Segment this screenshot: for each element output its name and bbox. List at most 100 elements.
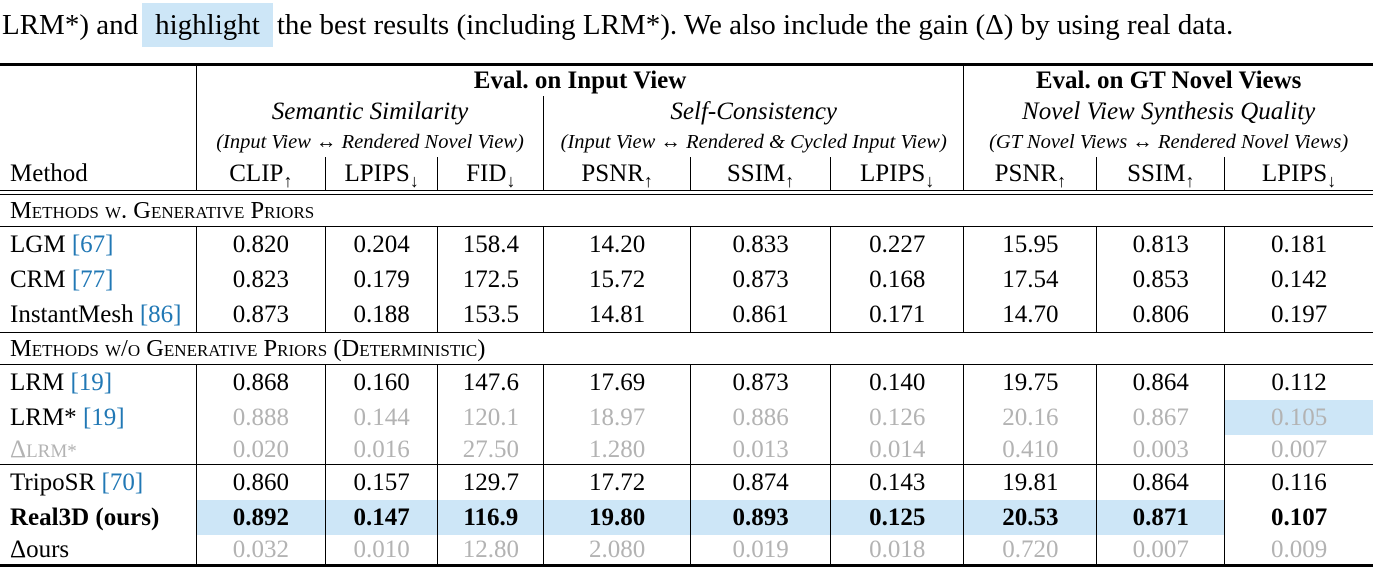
citation-link[interactable]: [19]: [64, 368, 113, 396]
value-cell: 14.70: [963, 297, 1097, 333]
value-cell: 0.032: [195, 535, 326, 567]
section-header-row: Methods w/o Generative Priors (Determini…: [0, 332, 1373, 365]
value-cell: 0.873: [690, 364, 831, 400]
value-cell: 172.5: [437, 262, 544, 297]
value-cell: 0.016: [324, 435, 438, 465]
up-arrow-icon: ↑: [643, 170, 653, 191]
table-caption: LRM*) and highlight the best results (incl…: [0, 0, 1373, 48]
value-cell: 129.7: [437, 464, 544, 500]
value-cell: 0.019: [690, 535, 831, 567]
criteria-self-consistency: (Input View ↔ Rendered & Cycled Input Vi…: [543, 127, 964, 157]
up-arrow-icon: ↑: [1057, 170, 1067, 191]
criteria-header-row: (Input View ↔ Rendered Novel View) (Inpu…: [0, 127, 1373, 157]
caption-text-suffix: the best results (including LRM*). We al…: [276, 9, 1234, 41]
value-cell: 14.81: [543, 297, 691, 333]
table-row: InstantMesh [86] 0.873 0.188 153.5 14.81 0.86…: [0, 297, 1373, 333]
value-cell: 0.020: [195, 435, 326, 465]
metric-header-lpips: LPIPS↓: [1224, 157, 1373, 191]
up-arrow-icon: ↑: [785, 170, 795, 191]
table-body: Methods w. Generative Priors LGM [67] 0.82…: [0, 190, 1373, 567]
method-cell: Δours: [0, 535, 197, 567]
value-cell: 0.160: [324, 364, 438, 400]
method-cell: LGM [67]: [0, 227, 196, 263]
value-cell: 0.157: [324, 464, 438, 500]
method-label: LGM: [10, 230, 66, 258]
value-cell: 0.410: [963, 435, 1097, 465]
value-cell: 0.864: [1096, 364, 1225, 400]
value-cell: 0.112: [1224, 364, 1373, 400]
value-cell: 0.204: [324, 226, 438, 262]
method-cell: LRM* [19]: [0, 400, 196, 435]
table-row: Δours 0.032 0.010 12.80 2.080 0.019 0.018 0.720…: [0, 535, 1373, 567]
value-cell: 20.16: [963, 400, 1097, 435]
value-cell: 0.853: [1096, 262, 1225, 297]
value-cell: 0.116: [1224, 464, 1373, 500]
table-row: LRM [19] 0.868 0.160 147.6 17.69 0.873 0.140 19…: [0, 364, 1373, 401]
value-cell: 0.873: [195, 297, 326, 333]
citation-link[interactable]: [86]: [133, 300, 182, 328]
value-cell: 0.013: [690, 435, 831, 465]
method-cell: CRM [77]: [0, 262, 196, 297]
citation-link[interactable]: [70]: [95, 468, 144, 496]
citation-link[interactable]: [67]: [65, 230, 114, 258]
metric-header-psnr: PSNR↑: [963, 157, 1097, 191]
double-rule: [0, 190, 1373, 195]
metric-header-clip: CLIP↑: [195, 157, 326, 191]
metric-header-lpips: LPIPS↓: [830, 157, 964, 191]
table-row: CRM [77] 0.823 0.179 172.5 15.72 0.873 0.168 17…: [0, 262, 1373, 297]
metric-header-psnr: PSNR↑: [543, 157, 691, 191]
value-cell: 0.107: [1224, 500, 1373, 535]
value-cell: 0.227: [830, 226, 964, 262]
method-cell: InstantMesh [86]: [0, 297, 196, 333]
value-cell: 0.867: [1096, 400, 1225, 435]
value-cell: 0.823: [195, 262, 326, 297]
citation-link[interactable]: [19]: [76, 403, 125, 431]
value-cell: 0.147: [324, 500, 438, 535]
value-cell: 0.892: [195, 500, 326, 535]
value-cell: 0.144: [324, 400, 438, 435]
empty-cell: [0, 96, 196, 127]
value-cell: 0.014: [830, 435, 964, 465]
citation-link[interactable]: [77]: [65, 265, 114, 293]
method-label: InstantMesh: [10, 300, 134, 328]
value-cell: 0.806: [1096, 297, 1225, 333]
subgroup-self-consistency: Self-Consistency: [543, 96, 964, 127]
value-cell: 0.813: [1096, 226, 1225, 262]
value-cell: 0.125: [830, 500, 964, 535]
method-label: LRM: [10, 368, 65, 396]
double-rule-line: [0, 190, 1373, 195]
table-row: LGM [67] 0.820 0.204 158.4 14.20 0.833 0.227 15…: [0, 226, 1373, 263]
criteria-semantic-similarity: (Input View ↔ Rendered Novel View): [195, 127, 544, 157]
value-cell: 153.5: [437, 297, 544, 333]
table-row: ΔLRM* 0.020 0.016 27.50 1.280 0.013 0.014 0.410…: [0, 435, 1373, 465]
value-cell: 0.143: [830, 464, 964, 500]
value-cell: 116.9: [437, 500, 544, 535]
value-cell: 0.007: [1096, 535, 1225, 567]
metric-name: SSIM: [1127, 159, 1186, 187]
group-header-row: Eval. on Input View Eval. on GT Novel Vi…: [0, 63, 1373, 96]
table-row: LRM* [19] 0.888 0.144 120.1 18.97 0.886 0.126 2…: [0, 400, 1373, 435]
up-arrow-icon: ↑: [283, 170, 293, 191]
value-cell: 0.886: [690, 400, 831, 435]
caption-highlighted-word: highlight: [142, 3, 273, 47]
method-cell: LRM [19]: [0, 365, 196, 401]
value-cell: 0.871: [1096, 500, 1225, 535]
subgroup-semantic-similarity: Semantic Similarity: [195, 96, 544, 127]
metric-name: PSNR: [581, 159, 644, 187]
down-arrow-icon: ↓: [925, 170, 935, 191]
method-column-header: Method: [10, 159, 88, 187]
value-cell: 147.6: [437, 364, 544, 400]
value-cell: 15.95: [963, 226, 1097, 262]
method-label: TripoSR: [10, 468, 96, 496]
metric-name: LPIPS: [1261, 159, 1328, 187]
metric-name: FID: [466, 159, 507, 187]
value-cell: 15.72: [543, 262, 691, 297]
metric-name: SSIM: [726, 159, 786, 187]
method-label: Δ: [10, 535, 27, 563]
section-header: Methods w/o Generative Priors (Determini…: [0, 332, 1373, 365]
value-cell: 27.50: [437, 435, 544, 465]
value-cell: 0.010: [324, 535, 438, 567]
metric-name: CLIP: [229, 159, 284, 187]
group-header-input-view: Eval. on Input View: [195, 63, 964, 96]
value-cell: 14.20: [543, 226, 691, 262]
